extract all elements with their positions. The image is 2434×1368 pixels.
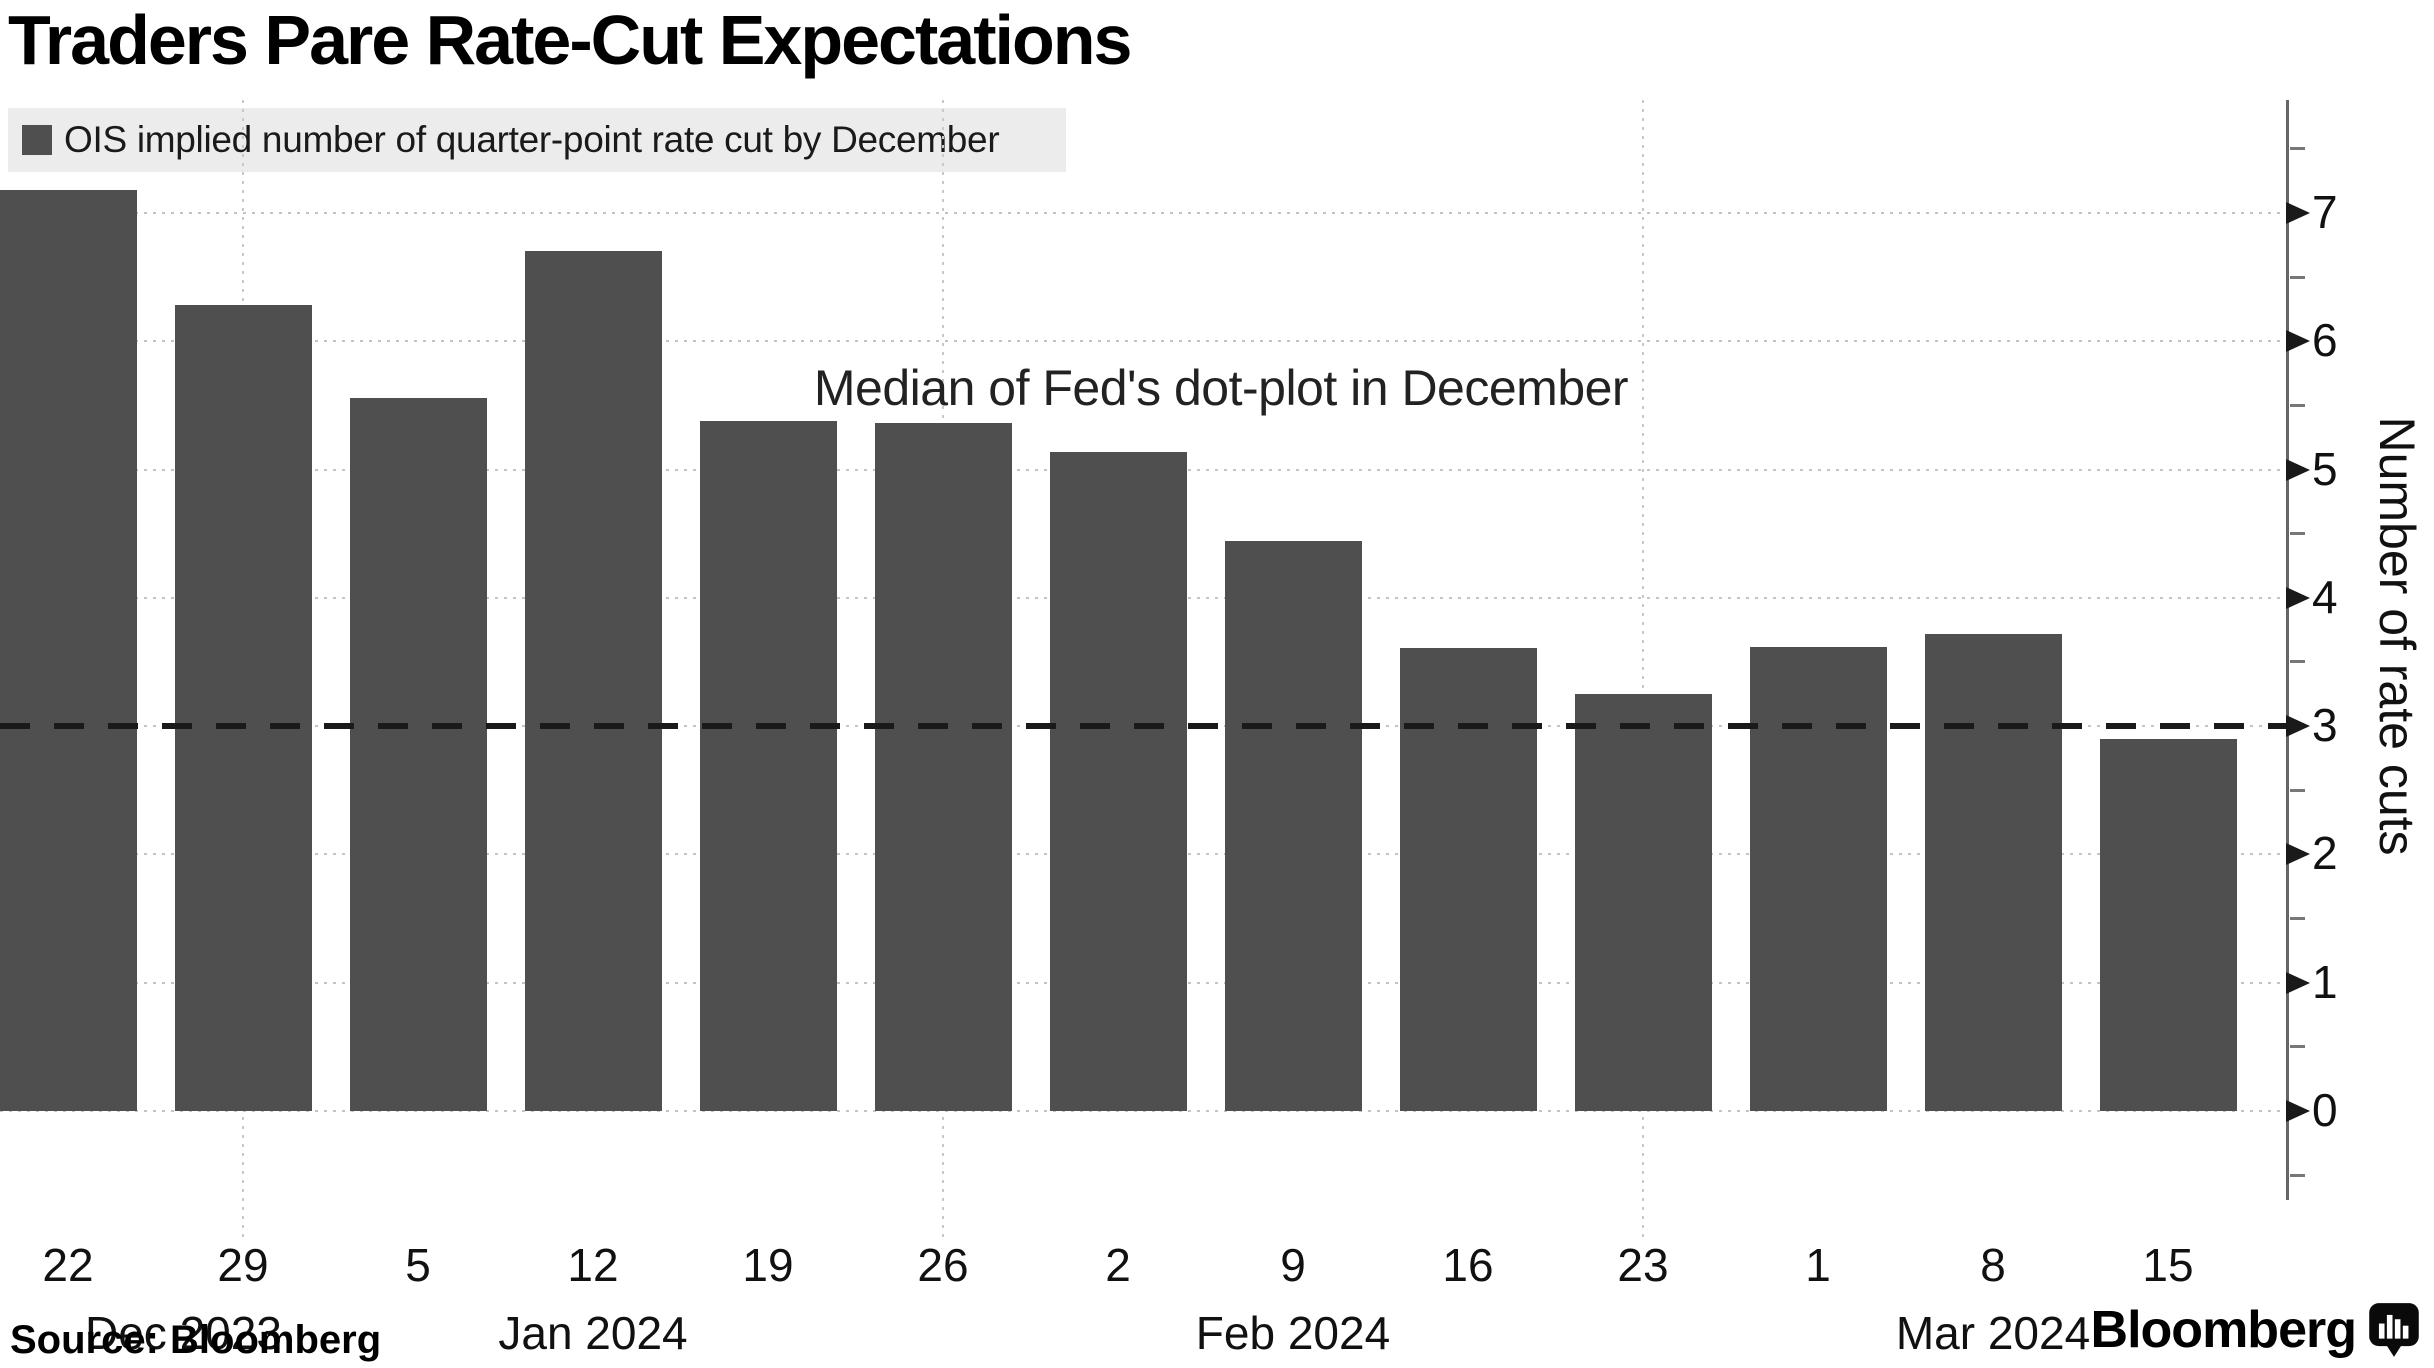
bar (1224, 541, 1362, 1111)
y-tick-label: 2 (2312, 827, 2338, 880)
bar (699, 420, 837, 1111)
y-axis-minor-tick (2290, 788, 2305, 792)
legend-label: OIS implied number of quarter-point rate… (64, 119, 1000, 160)
y-axis-line (2286, 100, 2289, 1200)
y-axis-major-tick (2286, 201, 2310, 224)
bar (1049, 451, 1187, 1111)
x-month-label: Mar 2024 (1895, 1307, 2091, 1359)
bar (524, 251, 662, 1111)
x-tick-label: 9 (1280, 1239, 1306, 1291)
y-axis-major-tick (2286, 971, 2310, 994)
y-tick-label: 1 (2312, 955, 2338, 1008)
y-gridline (0, 211, 2288, 214)
y-axis-major-tick (2286, 586, 2310, 609)
y-axis-major-tick (2286, 1100, 2310, 1122)
bloomberg-wordmark: Bloomberg (2090, 1301, 2357, 1359)
legend: OIS implied number of quarter-point rate… (8, 108, 1066, 172)
y-tick-label: 4 (2312, 570, 2338, 623)
x-month-label: Jan 2024 (498, 1307, 688, 1359)
bar (174, 305, 312, 1111)
bar (1399, 647, 1537, 1111)
x-month-label: Dec 2023 (85, 1307, 282, 1359)
bloomberg-terminal-icon (2369, 1303, 2419, 1357)
y-tick-label: 6 (2312, 314, 2338, 367)
y-axis-minor-tick (2290, 147, 2305, 151)
y-gridline (0, 1110, 2288, 1112)
y-axis-minor-tick (2290, 1173, 2305, 1177)
x-tick-label: 29 (217, 1239, 269, 1291)
x-month-label: Feb 2024 (1195, 1307, 1391, 1359)
y-axis-major-tick (2286, 330, 2310, 353)
reference-line-annotation: Median of Fed's dot-plot in December (813, 360, 1629, 416)
x-tick-label: 1 (1805, 1239, 1831, 1291)
y-axis-minor-tick (2290, 1045, 2305, 1049)
x-tick-label: 26 (917, 1239, 969, 1291)
x-tick-label: 19 (742, 1239, 794, 1291)
x-gridline (1642, 100, 1644, 1240)
bloomberg-logo: Bloomberg (2091, 1300, 2420, 1360)
y-axis-minor-tick (2290, 532, 2305, 536)
bar (1749, 646, 1887, 1111)
bar (1924, 633, 2062, 1111)
page-title: Traders Pare Rate-Cut Expectations (8, 1, 1132, 79)
y-axis-minor-tick (2290, 403, 2305, 407)
y-tick-label: 0 (2312, 1083, 2338, 1136)
y-tick-label: 5 (2312, 442, 2338, 495)
x-tick-label: 8 (1980, 1239, 2006, 1291)
y-tick-label: 7 (2312, 185, 2338, 238)
y-tick-label: 3 (2312, 699, 2338, 752)
bar (349, 397, 487, 1111)
bar (874, 423, 1012, 1111)
reference-line (0, 723, 2288, 730)
legend-swatch (22, 125, 52, 155)
bar (0, 189, 137, 1111)
y-gridline (0, 340, 2288, 343)
x-tick-label: 5 (405, 1239, 431, 1291)
y-axis-minor-tick (2290, 275, 2305, 279)
x-tick-label: 23 (1617, 1239, 1669, 1291)
y-axis-minor-tick (2290, 660, 2305, 664)
x-tick-label: 15 (2142, 1239, 2194, 1291)
y-axis-major-tick (2286, 458, 2310, 481)
y-axis-major-tick (2286, 843, 2310, 866)
y-axis-major-tick (2286, 715, 2310, 738)
source-note: Source: Bloomberg (10, 1318, 382, 1362)
x-tick-label: 22 (42, 1239, 94, 1291)
x-tick-label: 2 (1105, 1239, 1131, 1291)
x-tick-label: 16 (1442, 1239, 1494, 1291)
bar (1574, 694, 1712, 1111)
y-axis-title: Number of rate cuts (2369, 416, 2425, 856)
bar (2099, 738, 2237, 1111)
y-axis-minor-tick (2290, 917, 2305, 921)
x-tick-label: 12 (567, 1239, 619, 1291)
